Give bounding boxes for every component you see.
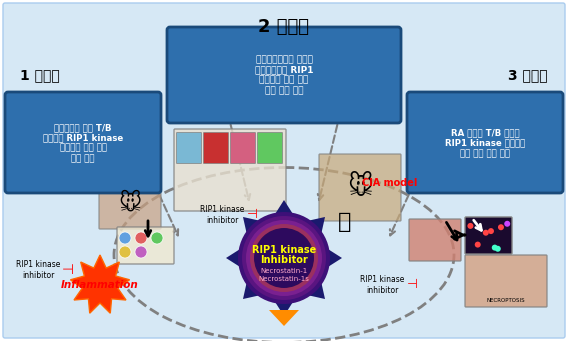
- Circle shape: [502, 225, 507, 232]
- FancyBboxPatch shape: [257, 133, 282, 163]
- Text: 3 차년도: 3 차년도: [508, 68, 548, 82]
- Circle shape: [135, 232, 147, 244]
- Circle shape: [151, 232, 163, 244]
- FancyBboxPatch shape: [407, 92, 563, 193]
- FancyBboxPatch shape: [174, 129, 286, 211]
- Text: RIP1 kinase
inhibitor: RIP1 kinase inhibitor: [16, 260, 60, 280]
- FancyBboxPatch shape: [99, 177, 161, 229]
- Text: ⊣: ⊣: [62, 263, 74, 277]
- Circle shape: [498, 225, 504, 231]
- FancyBboxPatch shape: [465, 217, 512, 254]
- Text: RIP1 kinase
inhibitor: RIP1 kinase inhibitor: [200, 205, 244, 225]
- FancyBboxPatch shape: [465, 255, 547, 307]
- Text: Necrostatin-1s: Necrostatin-1s: [258, 276, 310, 282]
- FancyBboxPatch shape: [177, 133, 202, 163]
- Circle shape: [135, 246, 147, 258]
- Circle shape: [493, 236, 499, 242]
- Polygon shape: [70, 255, 130, 313]
- FancyBboxPatch shape: [167, 27, 401, 123]
- Text: 1 차년도: 1 차년도: [20, 68, 60, 82]
- Circle shape: [250, 224, 318, 292]
- Circle shape: [246, 220, 322, 296]
- Circle shape: [474, 222, 480, 228]
- Circle shape: [481, 233, 487, 239]
- Circle shape: [242, 216, 326, 300]
- Text: 동물모델의 병인 T/B
세포에서 RIP1 kinase
억제제를 통한 조절
효과 조사: 동물모델의 병인 T/B 세포에서 RIP1 kinase 억제제를 통한 조절…: [43, 123, 123, 163]
- Text: RIP1 kinase: RIP1 kinase: [252, 245, 316, 255]
- Text: 🐭: 🐭: [347, 175, 373, 199]
- Circle shape: [119, 232, 131, 244]
- Text: 👍: 👍: [339, 212, 352, 232]
- Text: RA 환자의 T/B 세포에
RIP1 kinase 억제제를
통한 치료 효과 조사: RA 환자의 T/B 세포에 RIP1 kinase 억제제를 통한 치료 효과…: [445, 128, 525, 158]
- FancyBboxPatch shape: [231, 133, 256, 163]
- Circle shape: [119, 246, 131, 258]
- FancyBboxPatch shape: [117, 227, 174, 264]
- Text: 🐭: 🐭: [118, 192, 141, 214]
- Text: Inflammation: Inflammation: [61, 280, 139, 290]
- FancyBboxPatch shape: [409, 219, 461, 261]
- Circle shape: [254, 228, 314, 288]
- Text: Necrostatin-1: Necrostatin-1: [260, 268, 308, 274]
- Circle shape: [500, 226, 506, 232]
- Text: 2 차년도: 2 차년도: [258, 18, 310, 36]
- Text: Inhibitor: Inhibitor: [260, 255, 308, 265]
- Text: ⊣: ⊣: [407, 279, 417, 292]
- Circle shape: [474, 231, 480, 237]
- Circle shape: [238, 212, 330, 304]
- FancyBboxPatch shape: [3, 3, 565, 338]
- Polygon shape: [269, 310, 299, 326]
- Text: CIA model: CIA model: [362, 178, 417, 188]
- FancyBboxPatch shape: [203, 133, 228, 163]
- Circle shape: [491, 247, 497, 253]
- FancyBboxPatch shape: [5, 92, 161, 193]
- Text: RIP1 kinase
inhibitor: RIP1 kinase inhibitor: [360, 275, 404, 295]
- Polygon shape: [226, 200, 342, 316]
- Text: ⊣: ⊣: [247, 208, 257, 222]
- Text: NECROPTOSIS: NECROPTOSIS: [487, 297, 525, 302]
- Circle shape: [254, 228, 314, 288]
- FancyBboxPatch shape: [319, 154, 401, 221]
- Text: 류마티스관절염 전임상
동물모델에서 RIP1
억제제에 따른 질병
제어 효과 조사: 류마티스관절염 전임상 동물모델에서 RIP1 억제제에 따른 질병 제어 효과…: [255, 55, 313, 95]
